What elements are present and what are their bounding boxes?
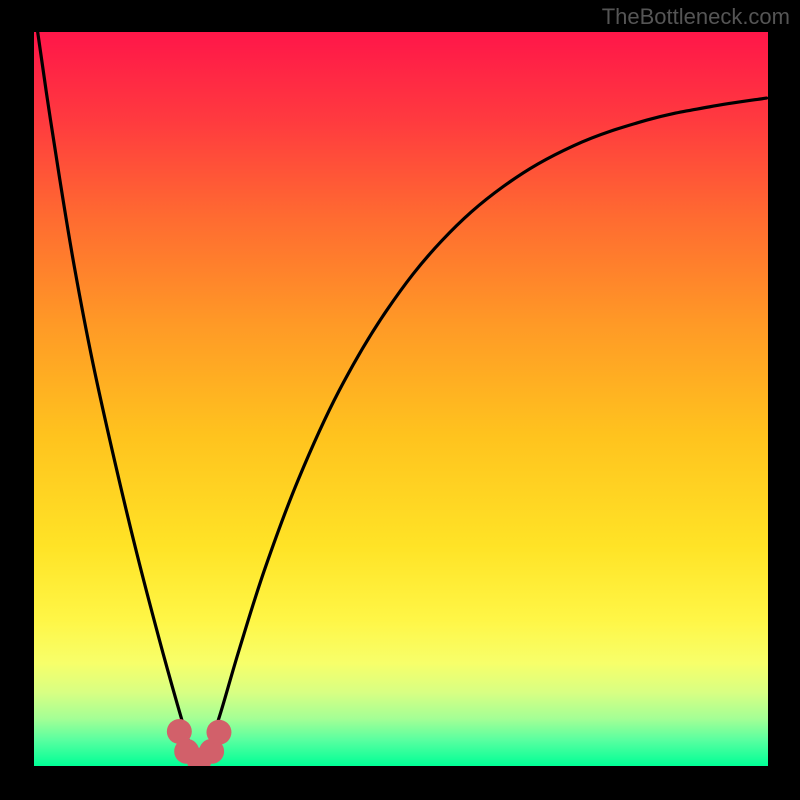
chart-container: TheBottleneck.com [0, 0, 800, 800]
plot-area [34, 32, 768, 766]
curve-line [38, 32, 767, 762]
marker-dot [206, 720, 231, 745]
watermark-text: TheBottleneck.com [602, 4, 790, 30]
curve-layer [34, 32, 768, 766]
